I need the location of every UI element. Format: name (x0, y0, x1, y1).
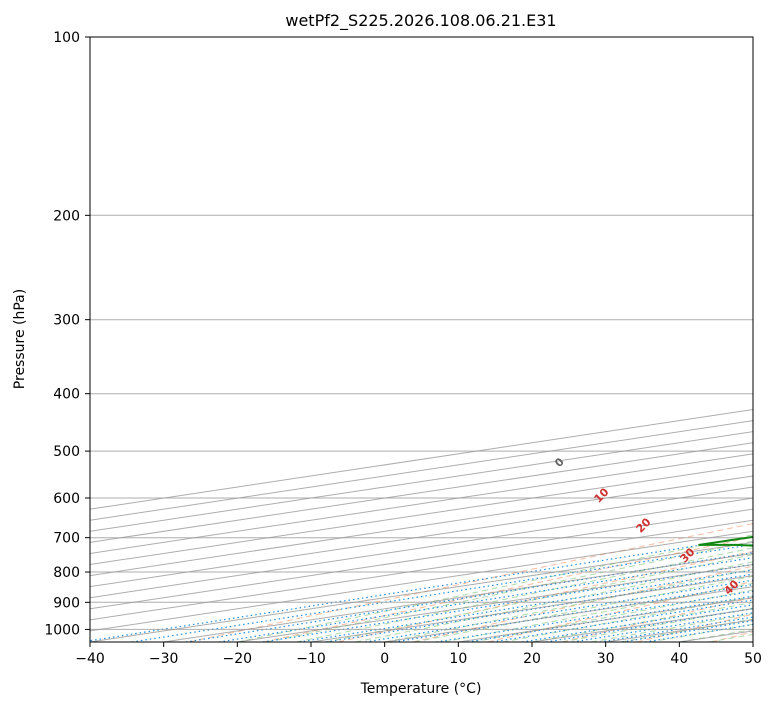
mixing-ratio-line (645, 623, 753, 642)
isotherm-line (90, 442, 753, 543)
y-tick-label: 300 (53, 313, 80, 329)
moist-adiabat-line (384, 568, 753, 642)
mixing-ratio-line (326, 573, 753, 642)
series-layer (698, 535, 753, 547)
isotherm-line (90, 486, 753, 588)
y-tick-label: 900 (53, 595, 80, 611)
x-tick-label: −20 (223, 651, 253, 667)
moist-adiabat-line (355, 561, 753, 642)
isotherm-line (384, 586, 753, 642)
isotherm-line (90, 464, 753, 566)
isotherm-line (90, 508, 753, 610)
dry-adiabat-line (188, 523, 753, 642)
dry-adiabat-line (562, 597, 753, 642)
y-tick-label: 200 (53, 208, 80, 224)
axes: −40 −30 −20 −10 0 10 20 30 40 5010020030040050060… (44, 30, 762, 667)
dry-adiabat-line (412, 565, 753, 642)
x-tick-label: 30 (597, 651, 615, 667)
x-tick-label: 0 (380, 651, 389, 667)
dry-adiabat-line (338, 550, 753, 642)
dry-adiabat-line (263, 536, 753, 642)
x-tick-label: −30 (149, 651, 179, 667)
y-tick-label: 1000 (44, 622, 80, 638)
x-tick-label: −10 (296, 651, 326, 667)
chart-title: wetPf2_S225.2026.108.06.21.E31 (285, 11, 556, 31)
isotherm-line (90, 420, 753, 521)
y-tick-label: 800 (53, 565, 80, 581)
isotherm-line (90, 530, 753, 632)
mixing-ratio-line (572, 612, 753, 642)
isotherm-label-zero: 0 (552, 455, 567, 470)
x-tick-label: 50 (744, 651, 762, 667)
inline-labels: 0.10.20.40.611.52346810131620253036-100-… (552, 455, 742, 598)
moist-adiabat-line (531, 601, 753, 642)
mixing-ratio-line (299, 569, 753, 642)
dry-adiabat-line (487, 580, 753, 642)
mixing-ratio-line (131, 543, 753, 642)
y-tick-label: 500 (53, 444, 80, 460)
x-tick-label: 40 (670, 651, 688, 667)
x-axis-label: Temperature (°C) (360, 681, 482, 697)
x-tick-label: 10 (449, 651, 467, 667)
y-tick-label: 100 (53, 30, 80, 46)
y-tick-label: 700 (53, 531, 80, 547)
isotherm-line (458, 597, 753, 642)
isotherm-label-warm: 20 (634, 515, 654, 535)
mixing-ratio-line (365, 579, 753, 642)
isotherm-line (90, 453, 753, 554)
x-tick-label: −40 (75, 651, 105, 667)
background-lines (90, 37, 753, 642)
mixing-ratio-line (90, 536, 753, 642)
mixing-ratio-line (394, 584, 753, 642)
x-tick-label: 20 (523, 651, 541, 667)
dry-adiabat-line (711, 631, 753, 642)
moist-adiabat-line (266, 540, 753, 642)
isotherm-line (90, 431, 753, 532)
mixing-ratio-line (492, 599, 753, 642)
isotherm-line (752, 641, 753, 642)
y-axis-label: Pressure (hPa) (12, 289, 28, 389)
y-tick-label: 400 (53, 387, 80, 403)
mixing-ratio-line (436, 590, 753, 642)
y-tick-label: 600 (53, 491, 80, 507)
moist-adiabat-line (296, 547, 753, 642)
isotherm-line (90, 409, 753, 510)
isotherm-line (90, 475, 753, 577)
isotherm-line (90, 519, 753, 621)
dry-adiabat-line (636, 613, 753, 642)
dewpoint-profile-line (698, 535, 753, 547)
moist-adiabat-line (414, 575, 753, 642)
moist-adiabat-line (590, 613, 753, 642)
isotherm-line (90, 497, 753, 599)
moist-adiabat-line (237, 534, 753, 642)
moist-adiabat-line (325, 554, 753, 642)
plot-frame (89, 36, 754, 643)
moist-adiabat-line (473, 589, 753, 642)
moist-adiabat-line (443, 582, 753, 642)
isotherm-line (310, 575, 753, 642)
